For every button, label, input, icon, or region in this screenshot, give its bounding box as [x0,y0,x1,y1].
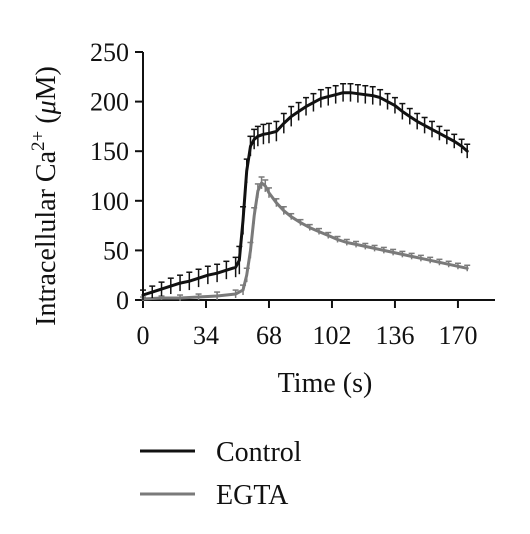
series-control [140,82,471,300]
y-tick-label: 100 [90,187,129,216]
x-tick-label: 0 [137,321,150,350]
y-tick-label: 200 [90,88,129,117]
y-tick-label: 150 [90,137,129,166]
y-axis-title-unit-rest: M) [31,66,62,100]
x-tick-label: 102 [312,321,351,350]
y-axis-title-superscript: 2+ [28,131,49,151]
y-tick-label: 50 [103,236,129,265]
series-line-egta [141,181,469,301]
x-tick-label: 136 [375,321,414,350]
x-tick-label: 68 [256,321,282,350]
y-axis-title-main: Intracellular Ca [31,150,62,325]
y-tick-label: 250 [90,38,129,67]
legend: Control EGTA [140,437,302,511]
x-tick-label: 170 [438,321,477,350]
y-axis-title-unit-mu: μ [31,100,62,115]
series-line-control [141,91,469,297]
y-axis-title-unit-open: ( [31,114,62,130]
series-egta [140,176,471,301]
plot-area: 0 50 100 150 200 250 0 34 68 102 136 170 [90,38,495,350]
x-tick-label: 34 [193,321,219,350]
x-axis-ticks: 0 34 68 102 136 170 [137,300,477,350]
y-tick-label: 0 [116,286,129,315]
series-layer [140,82,471,301]
y-axis-title: Intracellular Ca2+ (μM) [28,66,62,326]
x-axis-title: Time (s) [278,368,373,399]
legend-item-control: Control [140,437,302,468]
y-axis-ticks: 0 50 100 150 200 250 [90,38,143,315]
legend-label-egta: EGTA [216,480,289,511]
legend-label-control: Control [216,437,302,468]
legend-item-egta: EGTA [140,480,289,511]
